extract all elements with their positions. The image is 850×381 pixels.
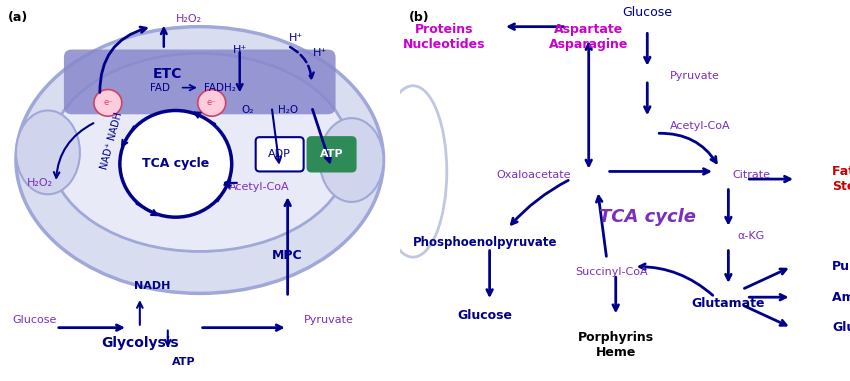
Text: NAD⁺ NADH: NAD⁺ NADH — [99, 111, 124, 171]
Text: Fatty acids
Sterols: Fatty acids Sterols — [832, 165, 850, 193]
Text: H₂O: H₂O — [278, 106, 297, 115]
Text: FADH₂: FADH₂ — [204, 83, 235, 93]
Text: e⁻: e⁻ — [207, 98, 217, 107]
Text: H⁺: H⁺ — [313, 48, 326, 58]
Text: H⁺: H⁺ — [288, 33, 303, 43]
Text: FAD: FAD — [150, 83, 170, 93]
Text: TCA cycle: TCA cycle — [598, 208, 696, 226]
Ellipse shape — [50, 53, 349, 251]
Text: α-KG: α-KG — [737, 231, 765, 241]
Text: O₂: O₂ — [241, 106, 254, 115]
Text: Pyruvate: Pyruvate — [303, 315, 354, 325]
Ellipse shape — [198, 90, 226, 116]
FancyBboxPatch shape — [308, 137, 355, 171]
Text: Phosphoenolpyruvate: Phosphoenolpyruvate — [413, 236, 558, 249]
Text: e⁻: e⁻ — [103, 98, 113, 107]
Text: Purines: Purines — [832, 260, 850, 273]
Text: Amino acids: Amino acids — [832, 291, 850, 304]
Text: Glucose: Glucose — [12, 315, 56, 325]
Text: Glycolysis: Glycolysis — [101, 336, 178, 350]
Text: Glutamate: Glutamate — [692, 297, 765, 310]
FancyBboxPatch shape — [64, 50, 336, 114]
Text: ATP: ATP — [320, 149, 343, 159]
Text: Succinyl-CoA: Succinyl-CoA — [575, 267, 648, 277]
Text: (b): (b) — [409, 11, 429, 24]
Text: H⁺: H⁺ — [233, 45, 246, 54]
Text: Glucose: Glucose — [457, 309, 513, 322]
Text: H₂O₂: H₂O₂ — [27, 178, 53, 188]
Text: H₂O₂: H₂O₂ — [176, 14, 202, 24]
Text: Glucose: Glucose — [622, 6, 672, 19]
Ellipse shape — [120, 110, 232, 217]
Text: NADH: NADH — [133, 281, 170, 291]
Text: Glutathione: Glutathione — [832, 321, 850, 334]
Text: Citrate: Citrate — [733, 170, 771, 180]
Text: TCA cycle: TCA cycle — [142, 157, 209, 170]
Text: MPC: MPC — [272, 249, 303, 262]
Ellipse shape — [94, 90, 122, 116]
Text: Aspartate
Asparagine: Aspartate Asparagine — [549, 23, 628, 51]
Text: Pyruvate: Pyruvate — [670, 71, 720, 81]
Text: Porphyrins
Heme: Porphyrins Heme — [578, 331, 654, 359]
Text: ATP: ATP — [172, 357, 196, 367]
Text: Acetyl-CoA: Acetyl-CoA — [230, 182, 290, 192]
Ellipse shape — [16, 27, 383, 293]
FancyBboxPatch shape — [256, 137, 303, 171]
Text: Acetyl-CoA: Acetyl-CoA — [670, 121, 730, 131]
Ellipse shape — [16, 110, 80, 194]
Text: Oxaloacetate: Oxaloacetate — [496, 170, 570, 180]
Text: Proteins
Nucleotides: Proteins Nucleotides — [403, 23, 486, 51]
Text: ETC: ETC — [153, 67, 183, 81]
Ellipse shape — [320, 118, 383, 202]
Text: (a): (a) — [8, 11, 28, 24]
Text: ADP: ADP — [269, 149, 291, 159]
